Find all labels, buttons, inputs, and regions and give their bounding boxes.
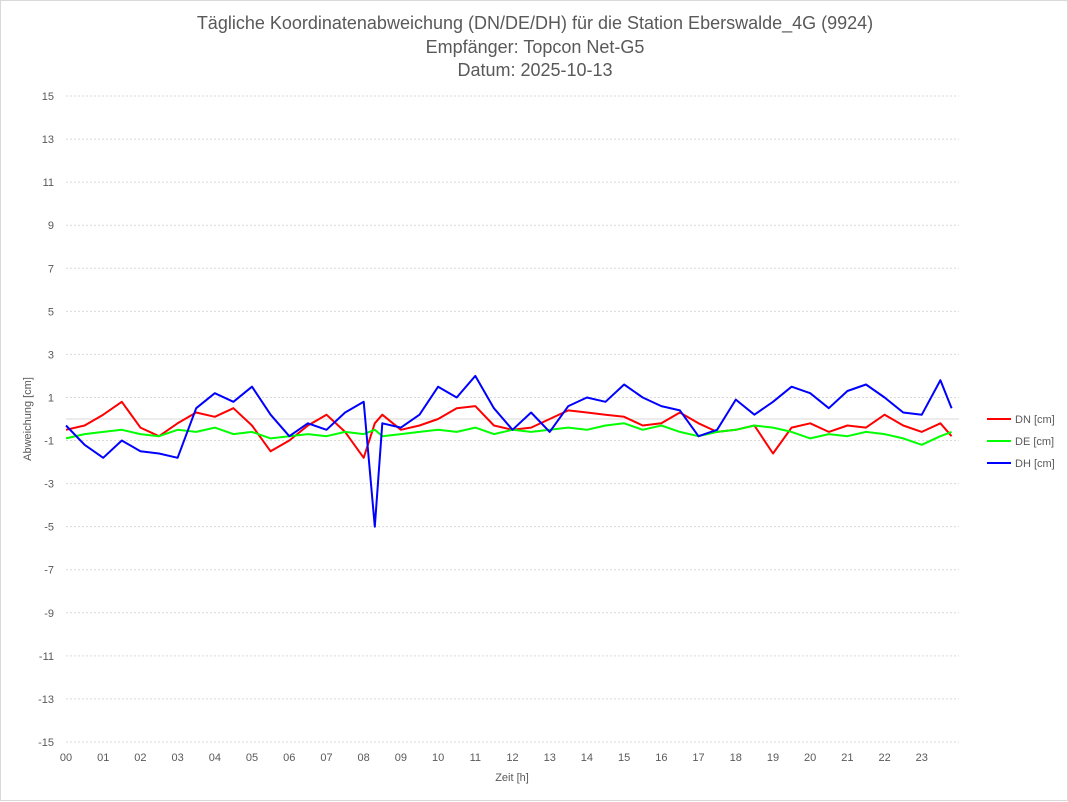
x-tick-label: 04 bbox=[209, 752, 221, 764]
y-tick-label: 1 bbox=[48, 392, 54, 404]
y-tick-label: -3 bbox=[44, 479, 54, 491]
series-line-dh bbox=[65, 374, 953, 528]
legend-label: DE [cm] bbox=[1015, 436, 1054, 448]
y-axis-label: Abweichung [cm] bbox=[22, 377, 34, 461]
x-tick-label: 22 bbox=[878, 752, 890, 764]
y-tick-label: 15 bbox=[42, 91, 54, 103]
x-tick-label: 11 bbox=[470, 752, 481, 764]
x-tick-label: 18 bbox=[730, 752, 742, 764]
x-tick-label: 21 bbox=[841, 752, 853, 764]
x-axis-label: Zeit [h] bbox=[495, 772, 529, 784]
x-tick-label: 12 bbox=[506, 752, 518, 764]
legend-label: DH [cm] bbox=[1015, 458, 1055, 470]
series-line-de bbox=[65, 422, 952, 446]
x-tick-label: 07 bbox=[320, 752, 332, 764]
gridlines bbox=[66, 95, 959, 743]
x-tick-label: 02 bbox=[134, 752, 146, 764]
x-tick-label: 17 bbox=[692, 752, 704, 764]
x-tick-label: 20 bbox=[804, 752, 816, 764]
x-tick-label: 14 bbox=[581, 752, 593, 764]
x-tick-label: 10 bbox=[432, 752, 444, 764]
y-tick-label: 3 bbox=[48, 349, 54, 361]
legend-label: DN [cm] bbox=[1015, 414, 1055, 426]
legend: DN [cm] DE [cm] DH [cm] bbox=[987, 414, 1055, 470]
y-tick-label: -11 bbox=[39, 651, 54, 663]
y-tick-label: -5 bbox=[44, 522, 54, 534]
chart-date: Datum: 2025-10-13 bbox=[457, 60, 613, 80]
series-lines bbox=[65, 374, 953, 528]
x-tick-label: 06 bbox=[283, 752, 295, 764]
x-tick-label: 01 bbox=[97, 752, 109, 764]
chart-title: Tägliche Koordinatenabweichung (DN/DE/DH… bbox=[196, 13, 874, 33]
y-tick-label: 7 bbox=[48, 263, 54, 275]
y-tick-label: 13 bbox=[42, 134, 54, 146]
y-tick-label: 11 bbox=[43, 177, 54, 189]
x-axis-tick-labels: 00 01 02 03 04 05 06 07 08 09 10 11 12 13 14 15 16 17 18 19… bbox=[60, 752, 928, 764]
y-axis-tick-labels: 15 13 11 9 7 5 3 1 -1 -3 -5 -7 -9 -11 -13 -15 bbox=[38, 91, 54, 749]
chart-subtitle: Empfänger: Topcon Net-G5 bbox=[425, 37, 645, 57]
x-tick-label: 16 bbox=[655, 752, 667, 764]
x-tick-label: 08 bbox=[358, 752, 370, 764]
y-tick-label: 5 bbox=[48, 306, 54, 318]
x-tick-label: 03 bbox=[172, 752, 184, 764]
x-tick-label: 23 bbox=[916, 752, 928, 764]
y-tick-label: -9 bbox=[44, 608, 54, 620]
y-tick-label: -15 bbox=[38, 737, 54, 749]
x-tick-label: 09 bbox=[395, 752, 407, 764]
x-tick-label: 15 bbox=[618, 752, 630, 764]
series-line-dn bbox=[65, 400, 953, 459]
x-tick-label: 13 bbox=[544, 752, 556, 764]
x-tick-label: 05 bbox=[246, 752, 258, 764]
x-tick-label: 00 bbox=[60, 752, 72, 764]
y-tick-label: 9 bbox=[48, 220, 54, 232]
y-tick-label: -1 bbox=[44, 436, 54, 448]
y-tick-label: -7 bbox=[44, 565, 54, 577]
y-tick-label: -13 bbox=[38, 694, 54, 706]
x-tick-label: 19 bbox=[767, 752, 779, 764]
